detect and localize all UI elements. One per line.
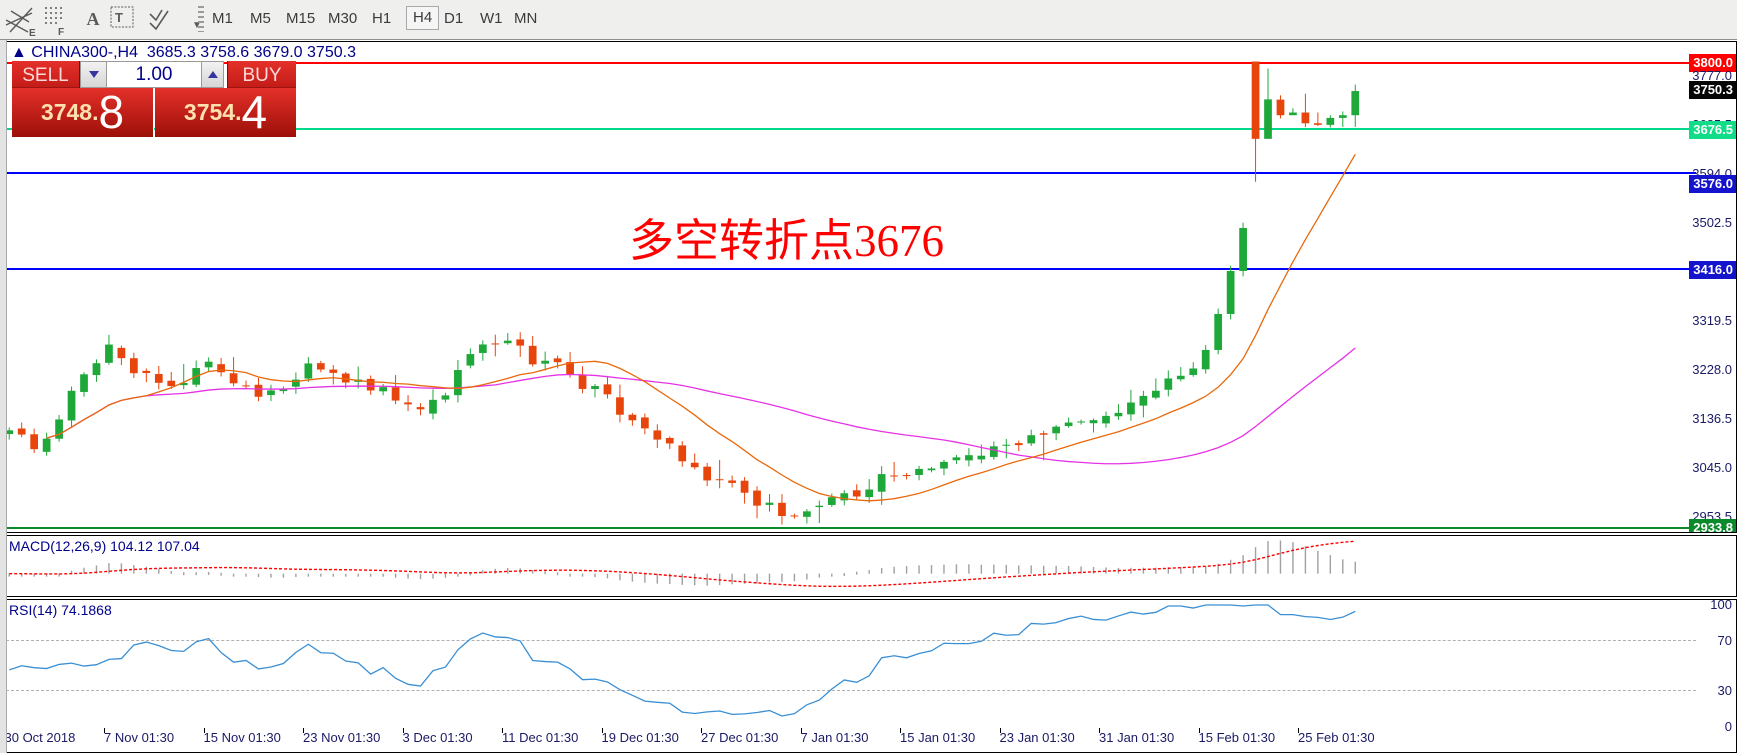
svg-text:E: E — [29, 28, 36, 38]
svg-text:F: F — [58, 27, 64, 38]
svg-text:T: T — [115, 10, 123, 25]
